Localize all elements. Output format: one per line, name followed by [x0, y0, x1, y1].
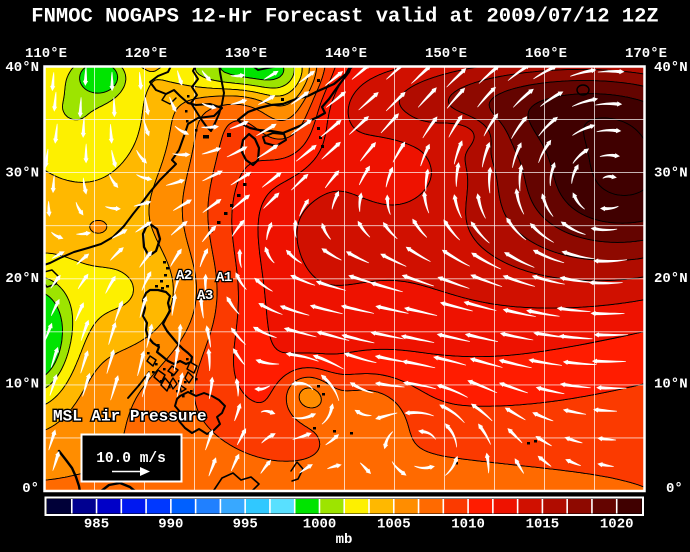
svg-text:995: 995	[233, 517, 258, 533]
svg-text:1020: 1020	[600, 517, 634, 533]
svg-text:20°N: 20°N	[654, 271, 688, 287]
svg-text:10°N: 10°N	[654, 377, 688, 393]
svg-text:160°E: 160°E	[525, 46, 567, 62]
svg-text:A2: A2	[176, 268, 192, 284]
svg-text:1010: 1010	[451, 517, 485, 533]
svg-text:10.0 m/s: 10.0 m/s	[96, 451, 166, 467]
svg-text:1005: 1005	[377, 517, 411, 533]
svg-text:110°E: 110°E	[25, 46, 67, 62]
svg-text:30°N: 30°N	[5, 166, 39, 182]
svg-text:0°: 0°	[22, 481, 39, 497]
svg-text:10°N: 10°N	[5, 377, 39, 393]
svg-text:130°E: 130°E	[225, 46, 267, 62]
svg-text:985: 985	[84, 517, 109, 533]
svg-text:150°E: 150°E	[425, 46, 467, 62]
svg-text:1015: 1015	[526, 517, 560, 533]
svg-text:140°E: 140°E	[325, 46, 367, 62]
svg-text:170°E: 170°E	[625, 46, 667, 62]
svg-text:120°E: 120°E	[125, 46, 167, 62]
svg-text:40°N: 40°N	[654, 60, 688, 76]
svg-text:1000: 1000	[303, 517, 337, 533]
svg-text:990: 990	[158, 517, 183, 533]
svg-text:MSL Air Pressure: MSL Air Pressure	[53, 408, 207, 426]
svg-text:40°N: 40°N	[5, 60, 39, 76]
svg-text:FNMOC NOGAPS 12-Hr Forecast va: FNMOC NOGAPS 12-Hr Forecast valid at 200…	[31, 6, 658, 29]
svg-text:mb: mb	[336, 532, 353, 548]
svg-text:0°: 0°	[666, 481, 683, 497]
svg-text:A1: A1	[216, 270, 232, 286]
svg-text:A3: A3	[197, 288, 213, 304]
svg-text:20°N: 20°N	[5, 271, 39, 287]
svg-text:30°N: 30°N	[654, 166, 688, 182]
